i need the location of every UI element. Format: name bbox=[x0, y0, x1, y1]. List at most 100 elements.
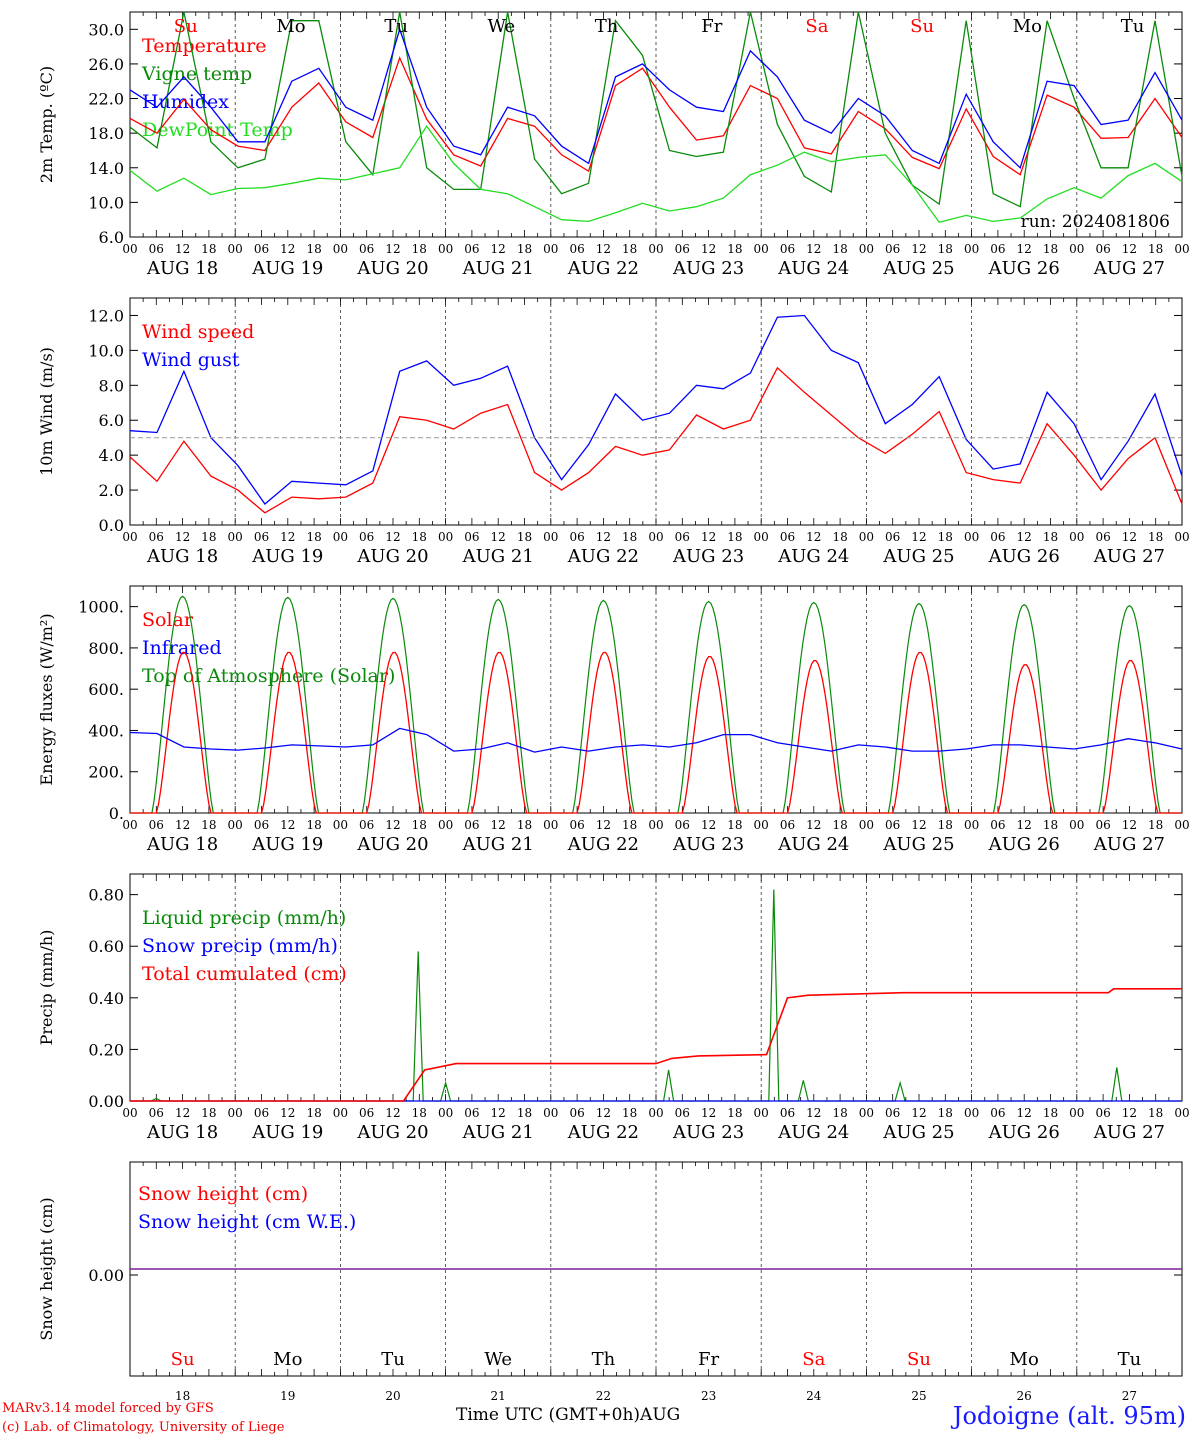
weekday-label: Mo bbox=[1013, 16, 1042, 37]
date-label: AUG 18 bbox=[146, 546, 218, 567]
hour-tick-label: 12 bbox=[911, 530, 926, 544]
legend-entry: Snow height (cm W.E.) bbox=[138, 1211, 356, 1233]
hour-tick-label: 00 bbox=[438, 242, 453, 256]
weekday-label: We bbox=[484, 1349, 512, 1370]
hour-tick-label: 00 bbox=[1174, 1106, 1189, 1120]
date-label: AUG 23 bbox=[672, 834, 744, 855]
hour-tick-label: 12 bbox=[911, 1106, 926, 1120]
hour-tick-label: 12 bbox=[385, 242, 400, 256]
panel-4: 0.80 0.60 0.40 0.20 0.00 Precip (mm/h) 00 06 12 1… bbox=[37, 873, 1190, 1143]
hour-tick-label: 18 bbox=[727, 242, 742, 256]
run-annotation: run: 2024081806 bbox=[1021, 212, 1170, 232]
hour-tick-label: 18 bbox=[1043, 530, 1058, 544]
hour-tick-label: 12 bbox=[701, 1106, 716, 1120]
date-label: AUG 25 bbox=[882, 546, 954, 567]
weekday-label: Fr bbox=[698, 1349, 719, 1370]
hour-tick-label: 00 bbox=[1174, 242, 1189, 256]
hour-tick-label: 12 bbox=[1122, 818, 1137, 832]
y-axis-title: 2m Temp. (ºC) bbox=[37, 66, 56, 183]
hour-tick-label: 06 bbox=[990, 818, 1005, 832]
date-label: AUG 22 bbox=[567, 1122, 639, 1143]
date-label: AUG 18 bbox=[146, 834, 218, 855]
y-tick-label: 0.80 bbox=[88, 886, 124, 905]
hour-tick-label: 18 bbox=[832, 530, 847, 544]
hour-tick-label: 18 bbox=[832, 818, 847, 832]
hour-tick-label: 00 bbox=[438, 818, 453, 832]
hour-tick-label: 06 bbox=[1095, 1106, 1110, 1120]
y-tick-label: 6.0 bbox=[99, 228, 124, 247]
hour-tick-label: 00 bbox=[1069, 818, 1084, 832]
weekday-label: Mo bbox=[276, 16, 305, 37]
hour-tick-label: 18 bbox=[517, 530, 532, 544]
y-axis-title: Snow height (cm) bbox=[37, 1197, 56, 1340]
date-label: AUG 20 bbox=[356, 258, 428, 279]
hour-tick-label: 12 bbox=[491, 1106, 506, 1120]
series-line bbox=[129, 11, 1183, 208]
hour-tick-label: 06 bbox=[569, 818, 584, 832]
hour-tick-label: 12 bbox=[701, 818, 716, 832]
infrared-line bbox=[129, 727, 1183, 753]
hour-tick-label: 18 bbox=[517, 242, 532, 256]
hour-tick-label: 00 bbox=[228, 242, 243, 256]
hour-tick-label: 12 bbox=[1122, 1106, 1137, 1120]
date-label: AUG 25 bbox=[882, 258, 954, 279]
date-label: AUG 23 bbox=[672, 258, 744, 279]
date-label: AUG 23 bbox=[672, 546, 744, 567]
hour-tick-label: 00 bbox=[122, 530, 137, 544]
hour-tick-label: 12 bbox=[491, 818, 506, 832]
legend-entry: Solar bbox=[142, 609, 194, 631]
weekday-label: Sa bbox=[802, 1349, 825, 1370]
hour-tick-label: 12 bbox=[1017, 818, 1032, 832]
hour-tick-label: 00 bbox=[228, 818, 243, 832]
hour-tick-label: 00 bbox=[964, 1106, 979, 1120]
hour-tick-label: 18 bbox=[727, 818, 742, 832]
date-label: AUG 22 bbox=[567, 834, 639, 855]
series-line bbox=[129, 366, 1183, 514]
hour-tick-label: 18 bbox=[832, 1106, 847, 1120]
hour-tick-label: 18 bbox=[1148, 530, 1163, 544]
date-label: AUG 19 bbox=[251, 258, 323, 279]
date-label: AUG 26 bbox=[988, 258, 1060, 279]
panel-2: 12.0 10.0 8.0 6.0 4.0 2.0 0.0 10m Wind (m/s) 00 0… bbox=[37, 297, 1190, 567]
y-tick-label: 0. bbox=[109, 804, 124, 823]
hour-tick-label: 18 bbox=[306, 530, 321, 544]
hour-tick-label: 06 bbox=[464, 530, 479, 544]
hour-tick-label: 06 bbox=[149, 818, 164, 832]
hour-tick-label: 00 bbox=[543, 242, 558, 256]
day-number-label: 23 bbox=[701, 1389, 716, 1403]
y-tick-label: 0.00 bbox=[88, 1266, 124, 1285]
month-label: AUG bbox=[640, 1405, 681, 1425]
hour-tick-label: 06 bbox=[149, 530, 164, 544]
weekday-label: We bbox=[488, 16, 516, 37]
date-label: AUG 19 bbox=[251, 546, 323, 567]
y-tick-label: 200. bbox=[88, 763, 124, 782]
y-tick-label: 14.0 bbox=[88, 159, 124, 178]
y-axis-title: Precip (mm/h) bbox=[37, 930, 56, 1046]
hour-tick-label: 06 bbox=[1095, 818, 1110, 832]
hour-tick-label: 18 bbox=[201, 1106, 216, 1120]
hour-tick-label: 12 bbox=[911, 818, 926, 832]
y-tick-label: 4.0 bbox=[99, 446, 124, 465]
hour-tick-label: 06 bbox=[990, 530, 1005, 544]
hour-tick-label: 06 bbox=[569, 530, 584, 544]
cumulated-precip-line bbox=[130, 987, 1182, 1102]
hour-tick-label: 00 bbox=[964, 530, 979, 544]
date-label: AUG 22 bbox=[567, 546, 639, 567]
weekday-label: Su bbox=[171, 1349, 195, 1370]
panel-5: 0.00 Snow height (cm) Snow height (cm) Snow… bbox=[37, 1161, 1183, 1403]
hour-tick-label: 12 bbox=[491, 242, 506, 256]
hour-tick-label: 00 bbox=[228, 530, 243, 544]
legend-entry: Snow precip (mm/h) bbox=[142, 935, 338, 957]
hour-tick-label: 00 bbox=[543, 818, 558, 832]
hour-tick-label: 18 bbox=[412, 1106, 427, 1120]
day-number-label: 24 bbox=[806, 1389, 822, 1403]
date-label: AUG 21 bbox=[462, 834, 534, 855]
weekday-label: Sa bbox=[805, 16, 828, 37]
hour-tick-label: 18 bbox=[1148, 242, 1163, 256]
day-number-label: 19 bbox=[280, 1389, 295, 1403]
hour-tick-label: 06 bbox=[359, 1106, 374, 1120]
panel-1: 30.0 26.0 22.0 18.0 14.0 10.0 6.0 2m Temp. (ºC)… bbox=[37, 11, 1190, 279]
panel-3: 1000. 800. 600. 400. 200. 0. Energy fluxes (W/… bbox=[37, 585, 1190, 855]
hour-tick-label: 06 bbox=[885, 818, 900, 832]
